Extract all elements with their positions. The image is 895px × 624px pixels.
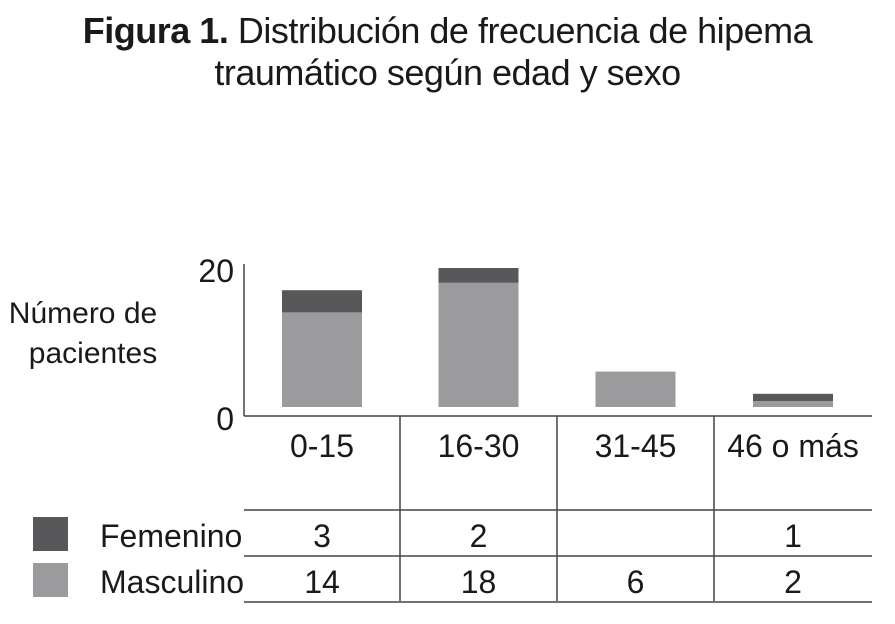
figure-label: Figura 1. [82,10,229,51]
x-tick-label: 16-30 [438,428,520,464]
bar-femenino [753,393,833,402]
legend-swatch [33,517,68,551]
legend-label: Masculino [100,564,244,600]
chart-title: Figura 1. Distribución de frecuencia de … [0,10,895,94]
x-tick-label: 0-15 [290,428,354,464]
chart-axes: 0 20 [198,253,872,437]
y-tick-label: 20 [198,253,234,289]
bar-masculino [753,401,833,407]
legend-label: Femenino [100,518,242,554]
title-line-2: traumático según edad y sexo [214,52,681,93]
title-line-1: Figura 1. Distribución de frecuencia de … [0,10,895,52]
bar-masculino [438,282,519,407]
y-axis-label: Número de pacientes [9,297,157,370]
y-axis-label-line-1: Número de [9,297,157,330]
data-label: 14 [304,564,340,600]
data-table: 0-15 16-30 31-45 46 o más Femenino 3 2 1 Masculi… [33,416,872,603]
data-label: 6 [627,564,645,600]
data-label: 2 [470,518,488,554]
bar-masculino [595,371,676,407]
data-label: 2 [784,564,802,600]
x-tick-label: 31-45 [595,428,677,464]
title-text-1: Distribución de frecuencia de hipema [237,10,813,51]
data-label: 1 [784,518,802,554]
data-label: 18 [461,564,497,600]
bar-masculino [282,312,362,407]
bar-femenino [282,290,362,313]
bar-femenino [438,268,519,283]
x-tick-label: 46 o más [727,428,859,464]
bar-group [282,268,833,407]
y-tick-label: 0 [216,401,234,437]
data-label: 3 [313,518,331,554]
y-axis-label-line-2: pacientes [29,337,157,370]
legend-swatch [33,563,68,597]
